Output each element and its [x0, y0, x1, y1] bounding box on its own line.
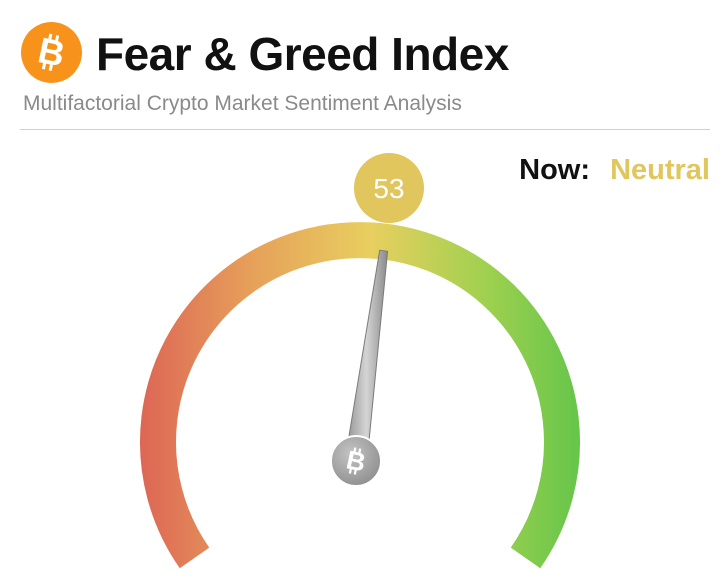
needle-hub-icon: B [330, 435, 382, 487]
header-divider [20, 129, 710, 130]
value-text: 53 [373, 173, 404, 204]
now-label: Now: [519, 154, 591, 186]
now-value: Neutral [610, 154, 710, 186]
gauge-arc [140, 222, 580, 569]
gauge-needle [344, 249, 389, 463]
value-bubble-circle [354, 153, 424, 223]
page-title: Fear & Greed Index [96, 28, 509, 80]
needle-pointer [344, 249, 389, 463]
header: B Fear & Greed Index Multifactorial Cryp… [0, 0, 726, 135]
current-sentiment: Now: Neutral [519, 152, 710, 188]
value-bubble: 53 [354, 153, 424, 223]
page-subtitle: Multifactorial Crypto Market Sentiment A… [23, 92, 462, 115]
bitcoin-logo-icon: B [21, 22, 82, 83]
